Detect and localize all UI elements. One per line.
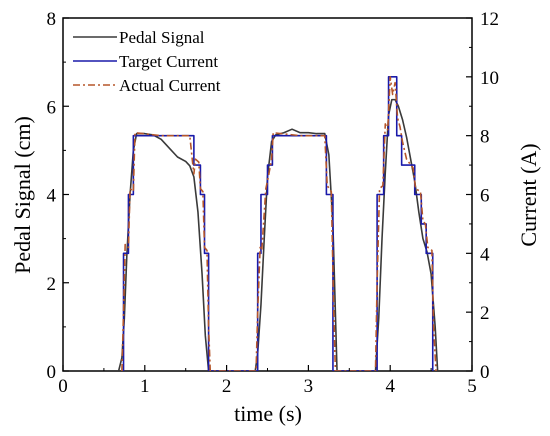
right-y-tick-label: 2: [480, 303, 490, 324]
x-tick-label: 2: [222, 376, 232, 397]
right-y-tick-label: 0: [480, 362, 490, 383]
right-y-axis: 0 2 4 6 8 10 12: [466, 9, 499, 383]
left-y-tick-label: 6: [47, 97, 57, 118]
right-y-tick-label: 12: [480, 9, 499, 30]
x-tick-label: 4: [385, 376, 395, 397]
series-line-actual-current: [121, 76, 437, 371]
legend-entry: Actual Current: [119, 76, 221, 95]
series-line-pedal-signal: [117, 98, 439, 371]
left-y-axis-label: Pedal Signal (cm): [10, 116, 35, 274]
series-line-target-current: [122, 76, 434, 371]
right-y-tick-label: 10: [480, 68, 499, 89]
right-y-tick-label: 6: [480, 186, 490, 207]
right-y-axis-label: Current (A): [516, 143, 541, 246]
x-tick-label: 1: [140, 376, 150, 397]
left-y-tick-label: 0: [47, 362, 57, 383]
x-axis-label: time (s): [234, 401, 302, 426]
x-tick-label: 3: [304, 376, 314, 397]
series-layer: [117, 76, 439, 371]
x-tick-label: 0: [58, 376, 68, 397]
left-y-axis: 0 2 4 6 8: [47, 9, 69, 383]
left-y-tick-label: 4: [47, 186, 57, 207]
legend-entry: Target Current: [119, 52, 218, 71]
right-y-tick-label: 4: [480, 244, 490, 265]
legend-entry: Pedal Signal: [119, 28, 205, 47]
x-tick-label: 5: [467, 376, 477, 397]
legend: Pedal Signal Target Current Actual Current: [73, 28, 221, 95]
left-y-tick-label: 8: [47, 9, 57, 30]
right-y-tick-label: 8: [480, 127, 490, 148]
left-y-tick-label: 2: [47, 274, 57, 295]
x-axis: 0 1 2 3 4 5: [58, 365, 477, 397]
